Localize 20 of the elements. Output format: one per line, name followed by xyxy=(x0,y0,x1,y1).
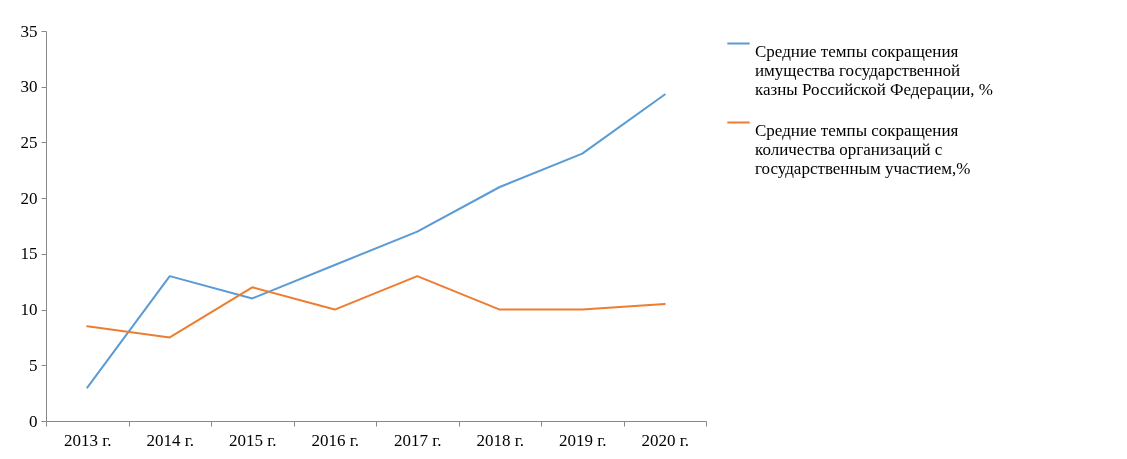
line-series xyxy=(86,275,666,339)
x-tick-label: 2015 г. xyxy=(228,430,277,450)
line-series xyxy=(86,93,666,389)
y-tick-label: 0 xyxy=(29,411,38,431)
y-tick-label: 20 xyxy=(20,188,38,208)
x-tick-label: 2016 г. xyxy=(311,430,360,450)
x-tick-label: 2014 г. xyxy=(146,430,195,450)
y-tick-label: 15 xyxy=(20,244,38,264)
legend-label: Средние темпы сокращения количества организаций с государственным участием,% xyxy=(755,120,971,178)
y-tick-label: 10 xyxy=(20,300,38,320)
y-tick-label: 5 xyxy=(29,355,38,375)
x-tick-label: 2020 г. xyxy=(641,430,690,450)
x-tick-label: 2018 г. xyxy=(476,430,525,450)
y-tick-label: 25 xyxy=(20,132,38,152)
legend-label: Средние темпы сокращения имущества государственной казны Российской Федерации, % xyxy=(755,41,994,99)
y-tick-label: 30 xyxy=(20,77,38,97)
x-tick-label: 2019 г. xyxy=(558,430,607,450)
y-tick-label: 35 xyxy=(20,21,38,41)
x-tick-label: 2013 г. xyxy=(63,430,112,450)
x-tick-label: 2017 г. xyxy=(393,430,442,450)
